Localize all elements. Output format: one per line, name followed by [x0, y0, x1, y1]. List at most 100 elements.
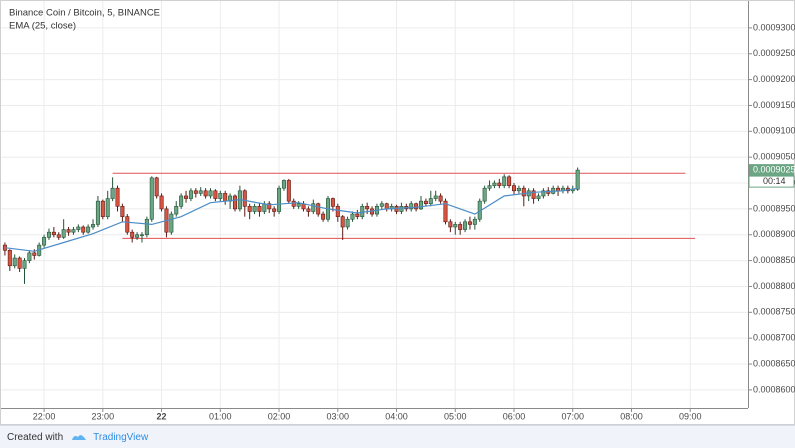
candle-body [350, 213, 355, 220]
candle-body [281, 180, 286, 189]
candle-body [330, 198, 335, 207]
x-tick-label: 05:00 [444, 411, 467, 421]
candle-body [296, 203, 301, 207]
candle-body [105, 198, 110, 217]
y-tick-label: 0.0008900 [753, 229, 795, 239]
candle-body [232, 195, 237, 210]
candle-body [149, 177, 154, 220]
candle-body [467, 221, 472, 225]
x-tick-label: 22:00 [33, 411, 56, 421]
candle-body [399, 206, 404, 212]
candle-body [120, 206, 125, 217]
candle-body [32, 252, 37, 256]
candle-body [502, 176, 507, 186]
x-tick-label: 07:00 [561, 411, 584, 421]
candle-body [198, 190, 203, 194]
candle-body [409, 203, 414, 210]
countdown-badge [748, 175, 795, 188]
candle-body [541, 190, 546, 197]
candle-body [12, 257, 17, 267]
candle-body [575, 169, 580, 190]
candle-body [223, 193, 228, 202]
candle-body [414, 203, 419, 210]
candle-body [7, 249, 12, 267]
candle-body [193, 190, 198, 194]
candle-body [521, 187, 526, 197]
brand-link[interactable]: TradingView [93, 431, 149, 443]
candle-body [95, 200, 100, 225]
y-tick-label: 0.0008650 [753, 358, 795, 368]
x-tick-label: 02:00 [268, 411, 291, 421]
candle-body [531, 190, 536, 199]
x-tick-label: 04:00 [385, 411, 408, 421]
candle-body [139, 234, 144, 236]
ema-line [4, 187, 578, 252]
candle-body [379, 203, 384, 207]
y-tick-label: 0.0008850 [753, 255, 795, 265]
candle-body [46, 231, 51, 238]
candle-body [179, 195, 184, 207]
footer-text: Created with [7, 431, 64, 443]
candle-body [262, 203, 267, 212]
last-price-badge [749, 164, 794, 177]
candle-body [512, 185, 517, 192]
candle-body [433, 195, 438, 199]
chart-title: Binance Coin / Bitcoin, 5, BINANCE [9, 8, 160, 19]
candle-body [321, 213, 326, 220]
x-tick-label: 06:00 [503, 411, 526, 421]
candle-body [448, 221, 453, 228]
y-tick-label: 0.0008950 [753, 203, 795, 213]
candle-body [340, 216, 345, 228]
candle-body [443, 200, 448, 223]
candle-body [66, 229, 71, 233]
footer: Created with TradingView [0, 425, 795, 448]
candle-body [345, 218, 350, 228]
y-tick-label: 0.0008800 [753, 281, 795, 291]
candle-body [272, 208, 277, 212]
y-tick-label: 0.0009050 [753, 152, 795, 162]
candle-body [458, 224, 463, 230]
candle-body [365, 206, 370, 210]
candle-body [130, 231, 135, 238]
candle-body [267, 203, 272, 210]
candle-body [492, 182, 497, 186]
candle-body [203, 190, 208, 197]
candle-body [316, 203, 321, 215]
y-tick-label: 0.0009300 [753, 22, 795, 32]
candle-body [428, 198, 433, 205]
candle-body [472, 218, 477, 225]
candle-body [487, 185, 492, 189]
candle-body [115, 187, 120, 207]
y-tick-label: 0.0009150 [753, 100, 795, 110]
candle-body [497, 182, 502, 186]
candle-body [144, 218, 149, 236]
candle-body [56, 234, 61, 238]
chart: 0.0008600 0.0008650 0.0008700 0.0008750 0.00… [0, 0, 795, 425]
x-tick-label: 08:00 [620, 411, 643, 421]
candle-body [17, 257, 22, 269]
candle-body [463, 221, 468, 230]
candle-body [247, 206, 252, 212]
candle-body [242, 190, 247, 207]
x-tick-label: 23:00 [92, 411, 115, 421]
y-tick-label: 0.0008600 [753, 384, 795, 394]
x-tick-label: 01:00 [209, 411, 232, 421]
candle-body [81, 226, 86, 233]
y-tick-label: 0.0009250 [753, 48, 795, 58]
candle-body [125, 216, 130, 233]
candle-body [100, 200, 105, 217]
x-tick-label: 09:00 [679, 411, 702, 421]
candle-body [208, 190, 213, 197]
y-tick-label: 0.0008750 [753, 307, 795, 317]
candle-body [286, 180, 291, 202]
candle-body [277, 187, 282, 212]
candle-body [482, 187, 487, 202]
candle-body [335, 206, 340, 217]
last-price-label: 0.0009025 [753, 164, 795, 174]
indicator-legend: EMA (25, close) [9, 21, 76, 32]
candle-body [311, 203, 316, 212]
x-tick-label: 22 [157, 411, 167, 421]
candle-body [384, 203, 389, 210]
candle-body [423, 200, 428, 205]
